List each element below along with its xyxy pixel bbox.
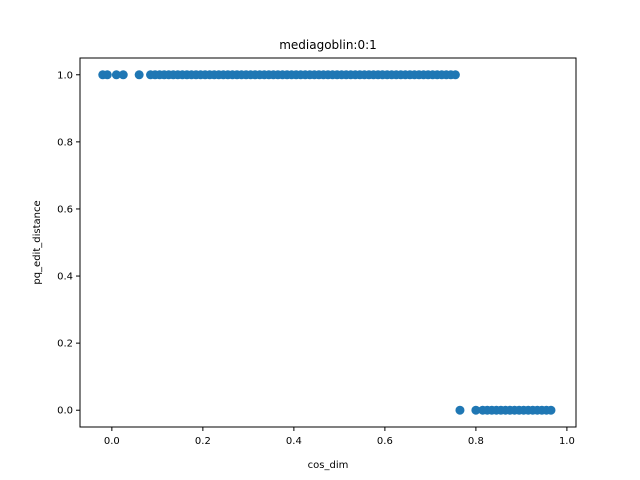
x-tick-label: 0.6: [377, 436, 393, 447]
data-point: [118, 70, 128, 80]
plot-frame: [79, 57, 577, 428]
x-tick-label: 1.0: [559, 436, 575, 447]
x-tick-label: 0.8: [468, 436, 484, 447]
data-point: [111, 70, 121, 80]
data-point: [450, 70, 460, 80]
data-point: [471, 405, 481, 415]
y-tick-label: 0.8: [57, 137, 73, 148]
x-axis: 0.0 0.2 0.4 0.6 0.8 1.0: [104, 427, 575, 447]
data-point: [102, 70, 112, 80]
y-tick-label: 0.2: [57, 339, 73, 350]
data-point: [134, 70, 144, 80]
y-tick-label: 0.6: [57, 204, 73, 215]
x-tick-label: 0.2: [195, 436, 211, 447]
chart-title: mediagoblin:0:1: [279, 38, 377, 52]
x-tick-label: 0.0: [104, 436, 120, 447]
y-axis: 0.0 0.2 0.4 0.6 0.8 1.0: [57, 70, 80, 417]
y-axis-label: pq_edit_distance: [32, 200, 43, 284]
x-axis-label: cos_dim: [308, 460, 349, 471]
y-tick-label: 1.0: [57, 70, 73, 81]
data-point: [455, 405, 465, 415]
y-tick-label: 0.4: [57, 272, 73, 283]
data-point: [546, 405, 556, 415]
x-tick-label: 0.4: [286, 436, 302, 447]
data-points: [98, 70, 556, 415]
y-tick-label: 0.0: [57, 406, 73, 417]
